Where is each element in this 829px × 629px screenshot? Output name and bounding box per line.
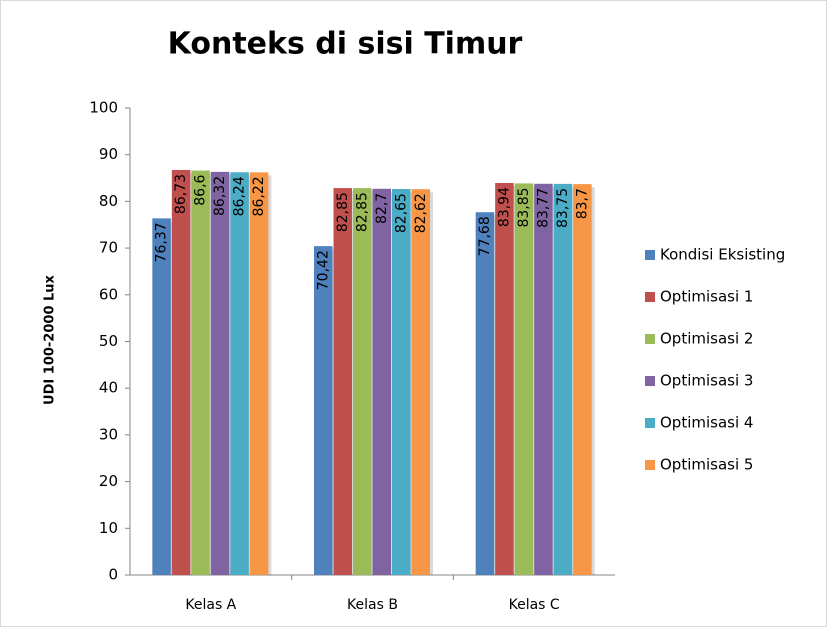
- bar: [411, 189, 430, 575]
- x-tick-label: Kelas B: [347, 597, 398, 613]
- bar: [152, 218, 171, 575]
- value-label: 86,73: [173, 174, 189, 214]
- x-tick-label: Kelas C: [509, 597, 560, 613]
- value-label: 82,85: [335, 192, 351, 232]
- value-label: 86,24: [232, 176, 248, 216]
- value-label: 83,85: [516, 187, 532, 227]
- legend-swatch: [645, 460, 655, 470]
- value-label: 82,65: [393, 193, 409, 233]
- y-tick-label: 10: [99, 519, 118, 537]
- legend-label: Optimisasi 5: [660, 456, 753, 474]
- y-tick-label: 40: [99, 379, 118, 397]
- value-label: 83,7: [574, 188, 590, 219]
- y-tick-label: 30: [99, 425, 118, 443]
- y-tick-label: 0: [108, 566, 118, 584]
- bar: [534, 183, 553, 575]
- value-label: 86,6: [193, 174, 209, 205]
- legend-label: Optimisasi 2: [660, 330, 753, 348]
- bar: [553, 183, 573, 575]
- legend-swatch: [645, 418, 655, 428]
- y-tick-label: 70: [99, 239, 118, 257]
- value-label: 86,22: [251, 176, 267, 216]
- legend-label: Optimisasi 1: [660, 288, 753, 306]
- chart-title: Konteks di sisi Timur: [168, 27, 523, 62]
- bar: [392, 189, 411, 575]
- legend-swatch: [645, 250, 655, 260]
- y-tick-label: 100: [89, 99, 118, 117]
- legend-swatch: [645, 292, 655, 302]
- bar: [333, 188, 352, 575]
- bar: [495, 183, 514, 576]
- value-label: 86,32: [212, 176, 228, 216]
- legend-swatch: [645, 334, 655, 344]
- y-tick-label: 60: [99, 285, 118, 303]
- value-label: 82,85: [354, 192, 370, 232]
- bar: [210, 171, 230, 575]
- bar: [249, 172, 269, 575]
- x-tick-label: Kelas A: [185, 597, 236, 613]
- y-tick-label: 90: [99, 145, 118, 163]
- y-tick-label: 80: [99, 192, 118, 210]
- y-tick-label: 20: [99, 472, 118, 490]
- value-label: 83,94: [496, 187, 512, 227]
- bar: [573, 184, 592, 575]
- legend-label: Optimisasi 3: [660, 372, 753, 390]
- legend-label: Kondisi Eksisting: [660, 246, 785, 264]
- bar: [372, 188, 391, 575]
- bar: [314, 246, 333, 575]
- value-label: 83,75: [555, 188, 571, 228]
- value-label: 83,77: [535, 188, 551, 228]
- value-label: 82,62: [413, 193, 429, 233]
- bar: [514, 183, 534, 575]
- bar: [353, 188, 372, 575]
- legend-swatch: [645, 376, 655, 386]
- bar: [191, 170, 210, 575]
- y-axis-label: UDI 100-2000 Lux: [43, 274, 58, 404]
- value-label: 77,68: [477, 216, 493, 256]
- value-label: 70,42: [315, 250, 331, 290]
- bar: [171, 169, 191, 576]
- value-label: 82,7: [374, 193, 390, 224]
- y-tick-label: 50: [99, 332, 118, 350]
- legend-label: Optimisasi 4: [660, 414, 753, 432]
- value-label: 76,37: [154, 222, 170, 262]
- bar: [230, 172, 249, 575]
- bar: [475, 212, 495, 575]
